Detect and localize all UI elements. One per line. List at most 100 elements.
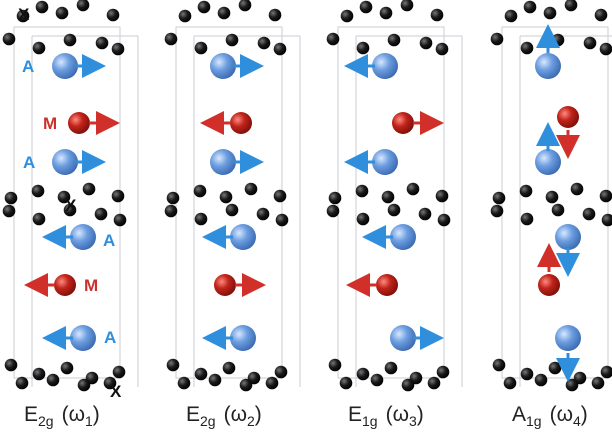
x-atom	[32, 212, 46, 226]
a-atom	[555, 325, 581, 351]
x-atom	[379, 6, 393, 20]
mode-subscript: 1g	[362, 413, 378, 429]
mode-label-a1g-4: A1g (ω4)	[512, 403, 588, 429]
m-atom	[230, 112, 252, 134]
m-atom	[214, 274, 236, 296]
mode-frequency-close: )	[255, 403, 262, 426]
atom-label-x-mid: X	[65, 196, 77, 215]
mode-frequency-label: (ω	[224, 403, 247, 426]
mode-panel-e2g-1	[2, 0, 139, 392]
x-atom	[16, 9, 30, 23]
x-atom	[564, 0, 578, 12]
x-atom	[106, 8, 120, 22]
mode-frequency-subscript: 1	[85, 413, 93, 429]
x-atom	[217, 6, 231, 20]
x-atom	[2, 204, 16, 218]
x-atom	[504, 9, 518, 23]
a-atom	[535, 149, 561, 175]
mode-symbol: A	[512, 403, 526, 426]
mode-frequency-subscript: 4	[573, 413, 581, 429]
x-atom	[63, 203, 77, 217]
x-atom	[594, 8, 608, 22]
mode-label-e2g-2: E2g (ω2)	[186, 403, 262, 429]
x-atom	[274, 365, 288, 379]
a-atom	[52, 149, 78, 175]
x-atom	[328, 191, 342, 205]
x-atom	[599, 189, 612, 203]
mode-frequency-label: (ω	[386, 403, 409, 426]
mode-label-e1g-3: E1g (ω3)	[348, 403, 424, 429]
x-atom	[103, 376, 117, 390]
x-atom	[600, 365, 612, 379]
atom-label-x-bottom: X	[110, 382, 122, 401]
x-atom	[520, 41, 534, 55]
x-atom	[436, 365, 450, 379]
x-atom	[356, 212, 370, 226]
x-atom	[520, 212, 534, 226]
x-atom	[197, 0, 211, 14]
x-atom	[601, 213, 612, 227]
a-atom	[70, 224, 96, 250]
x-atom	[32, 367, 46, 381]
mode-subscript: 1g	[526, 413, 542, 429]
x-atom	[401, 378, 415, 392]
x-atom	[534, 373, 548, 387]
x-atom	[490, 204, 504, 218]
x-atom	[194, 41, 208, 55]
x-atom	[225, 203, 239, 217]
a-atom	[390, 325, 416, 351]
x-atom	[492, 191, 506, 205]
x-atom	[370, 373, 384, 387]
mode-label-e2g-1: E2g (ω1)	[24, 403, 100, 429]
a-atom	[230, 325, 256, 351]
x-atom	[551, 203, 565, 217]
x-atom	[2, 32, 16, 46]
x-atom	[591, 376, 605, 390]
x-atom	[400, 0, 414, 12]
x-atom	[384, 361, 398, 375]
x-atom	[193, 184, 207, 198]
atom-label-x-top: X	[18, 5, 30, 24]
x-atom	[113, 213, 127, 227]
x-atom	[520, 367, 534, 381]
x-atom	[435, 42, 449, 56]
atom-label-a-upper-1: A	[22, 57, 34, 76]
x-atom	[326, 204, 340, 218]
a-atom	[372, 53, 398, 79]
x-atom	[265, 376, 279, 390]
mode-frequency-close: )	[581, 403, 588, 426]
x-atom	[356, 41, 370, 55]
m-atom	[557, 106, 579, 128]
x-atom	[31, 184, 45, 198]
m-atom	[392, 112, 414, 134]
m-atom	[538, 274, 560, 296]
x-atom	[519, 184, 533, 198]
x-atom	[419, 36, 433, 50]
atom-label-a-lower-2: A	[104, 328, 116, 347]
mode-panel-e2g-2	[164, 0, 301, 392]
x-atom	[543, 6, 557, 20]
x-atom	[77, 378, 91, 392]
x-atom	[238, 0, 252, 12]
x-atom	[381, 190, 395, 204]
x-atom	[326, 32, 340, 46]
x-atom	[194, 367, 208, 381]
x-atom	[583, 36, 597, 50]
x-atom	[523, 0, 537, 14]
x-atom	[387, 203, 401, 217]
x-atom	[76, 0, 90, 12]
mode-panel-e1g-3	[326, 0, 463, 392]
m-atom	[54, 274, 76, 296]
x-atom	[164, 204, 178, 218]
atom-label-a-upper-2: A	[23, 153, 35, 172]
a-atom	[52, 53, 78, 79]
x-atom	[111, 42, 125, 56]
x-atom	[57, 190, 71, 204]
x-atom	[273, 42, 287, 56]
mode-symbol: E	[24, 403, 38, 426]
x-atom	[63, 33, 77, 47]
x-atom	[46, 373, 60, 387]
x-atom	[599, 42, 612, 56]
a-atom	[555, 224, 581, 250]
